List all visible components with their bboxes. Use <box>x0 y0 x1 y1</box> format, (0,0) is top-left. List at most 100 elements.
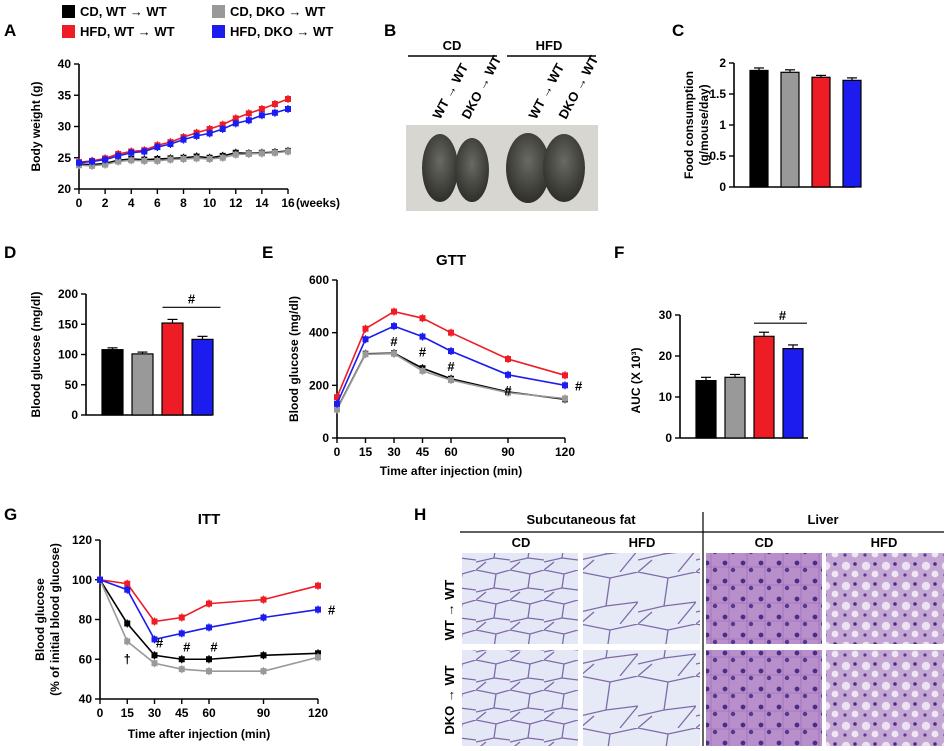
data-point <box>180 136 187 143</box>
significance-mark: # <box>390 334 398 349</box>
histology-row-1: WT → WT <box>442 580 457 641</box>
x-tick-label: 16 <box>281 196 295 210</box>
x-tick-label: 0 <box>76 196 83 210</box>
data-point <box>285 106 291 112</box>
x-tick-label: 6 <box>154 196 161 210</box>
x-tick-label: 2 <box>102 196 109 210</box>
data-point <box>124 620 131 627</box>
y-axis-label: Blood glucose (mg/dl) <box>29 292 43 418</box>
y-tick-label: 50 <box>65 378 79 392</box>
mouse-hfd-wt <box>506 133 550 203</box>
data-point <box>178 656 185 663</box>
x-tick-label: 0 <box>97 706 104 720</box>
y-axis-label-line1: Food consumption <box>682 71 696 179</box>
data-point <box>124 580 131 587</box>
data-point <box>362 336 369 343</box>
data-point <box>206 656 212 663</box>
data-point <box>334 406 340 413</box>
data-point <box>167 156 174 163</box>
data-point <box>260 652 267 659</box>
panel-label-a: A <box>4 21 16 40</box>
y-tick-label: 120 <box>72 533 92 547</box>
x-tick-label: 0 <box>334 445 341 459</box>
y-axis-label: Blood glucose (mg/dl) <box>287 296 301 422</box>
bar-2 <box>161 322 184 416</box>
data-point <box>151 618 158 625</box>
data-point <box>419 333 426 340</box>
histology-col-2: HFD <box>629 535 656 550</box>
x-tick-label: 60 <box>202 706 216 720</box>
data-point <box>193 155 200 162</box>
x-axis-label: (weeks) <box>296 196 340 210</box>
chart-fasting-glucose: 0 50 100 150 200 Blood glucose (mg/dl) # <box>29 287 221 422</box>
data-point <box>362 325 369 332</box>
histology-panel: Subcutaneous fat Liver CD HFD CD HFD WT … <box>442 512 944 746</box>
significance-mark: # <box>188 291 196 306</box>
y-axis-label: Body weight (g) <box>29 82 43 172</box>
photo-label-4: DKO → WT <box>555 53 601 121</box>
data-point <box>258 106 265 112</box>
data-point <box>206 156 213 162</box>
histo-fat-cd-wt <box>462 553 578 644</box>
bar-2 <box>753 335 775 439</box>
y-tick-label: 20 <box>659 349 673 363</box>
y-tick-label: 10 <box>659 390 673 404</box>
panel-label-e: E <box>262 243 273 262</box>
data-point <box>178 630 185 637</box>
data-point <box>76 159 82 166</box>
data-point <box>141 148 148 155</box>
data-point <box>260 614 267 621</box>
data-point <box>419 367 426 374</box>
x-tick-label: 12 <box>229 196 243 210</box>
chart-body-weight: 20 25 30 35 40 0 2 4 6 8 10 12 14 16 (weeks) Body weigh… <box>29 57 340 210</box>
data-point <box>89 158 96 165</box>
histology-group-liver: Liver <box>807 512 838 527</box>
significance-mark: # <box>156 635 164 650</box>
x-tick-label: 90 <box>257 706 271 720</box>
photo-diet-hfd: HFD <box>536 38 563 53</box>
bar-0 <box>749 69 769 188</box>
bar-3 <box>191 338 214 416</box>
y-axis-label-line2: (% of initial blood glucose) <box>48 543 62 696</box>
x-tick-label: 120 <box>555 445 575 459</box>
panel-label-h: H <box>414 505 426 524</box>
x-tick-label: 120 <box>308 706 328 720</box>
data-point <box>271 109 278 116</box>
data-point <box>232 120 239 127</box>
histo-liver-cd-dko <box>706 650 822 746</box>
data-point <box>178 666 185 673</box>
dagger-mark: † <box>124 651 131 666</box>
bar-1 <box>131 353 154 416</box>
y-tick-label: 1 <box>719 118 726 132</box>
data-point <box>97 576 103 583</box>
data-point <box>505 356 511 362</box>
photo-label-2: DKO → WT <box>458 53 504 121</box>
histology-col-1: CD <box>512 535 531 550</box>
histology-row-2: DKO → WT <box>442 665 457 734</box>
y-axis-label-line1: Blood glucose <box>33 578 47 661</box>
data-point <box>391 323 397 330</box>
data-point <box>206 126 213 132</box>
histo-fat-hfd-wt <box>583 553 700 644</box>
data-point <box>448 348 454 355</box>
legend-swatch-cd-wt <box>62 5 75 18</box>
y-axis-label-line2: (g/mouse/day) <box>697 84 711 165</box>
data-point <box>232 151 239 158</box>
data-point <box>167 141 174 147</box>
significance-mark: # <box>183 639 191 654</box>
data-point <box>258 150 265 157</box>
y-tick-label: 200 <box>58 287 78 301</box>
data-point <box>285 96 291 102</box>
y-tick-label: 0.5 <box>709 149 726 163</box>
y-tick-label: 30 <box>58 120 72 134</box>
data-point <box>334 394 340 401</box>
chart-gtt-auc: 0 10 20 30 AUC (X 10³) # <box>629 308 808 445</box>
significance-mark: # <box>447 359 455 374</box>
y-tick-label: 600 <box>309 273 329 287</box>
y-tick-label: 0 <box>322 431 329 445</box>
data-point <box>206 130 213 137</box>
data-point <box>245 117 252 124</box>
histology-group-fat: Subcutaneous fat <box>526 512 636 527</box>
x-tick-label: 15 <box>359 445 373 459</box>
